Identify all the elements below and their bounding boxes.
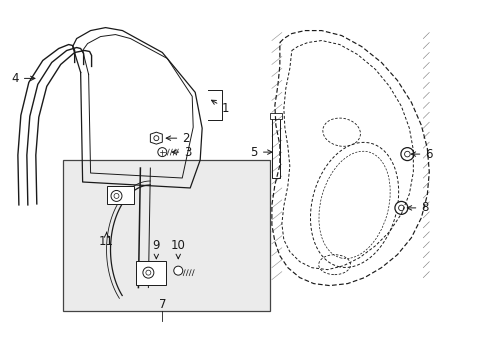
Bar xyxy=(136,261,166,285)
Text: 6: 6 xyxy=(410,148,432,161)
Circle shape xyxy=(398,205,404,211)
Text: 2: 2 xyxy=(166,132,189,145)
Text: 5: 5 xyxy=(250,145,271,159)
Text: 10: 10 xyxy=(170,239,185,258)
Circle shape xyxy=(158,148,166,157)
Circle shape xyxy=(404,151,409,157)
Text: 3: 3 xyxy=(172,145,191,159)
Text: 11: 11 xyxy=(99,232,114,248)
Text: 1: 1 xyxy=(211,100,229,115)
Circle shape xyxy=(154,136,159,141)
Bar xyxy=(269,113,281,119)
FancyBboxPatch shape xyxy=(62,160,269,311)
Bar xyxy=(271,115,279,178)
Text: 4: 4 xyxy=(11,72,35,85)
Circle shape xyxy=(111,190,122,201)
Text: 7: 7 xyxy=(158,298,166,311)
Polygon shape xyxy=(150,132,162,144)
Text: 8: 8 xyxy=(407,201,428,215)
Circle shape xyxy=(145,270,151,275)
Text: 9: 9 xyxy=(152,239,160,258)
Circle shape xyxy=(400,148,413,161)
Circle shape xyxy=(114,193,119,198)
Circle shape xyxy=(173,266,183,275)
Circle shape xyxy=(142,267,154,278)
Bar xyxy=(106,186,134,204)
Circle shape xyxy=(394,201,407,214)
